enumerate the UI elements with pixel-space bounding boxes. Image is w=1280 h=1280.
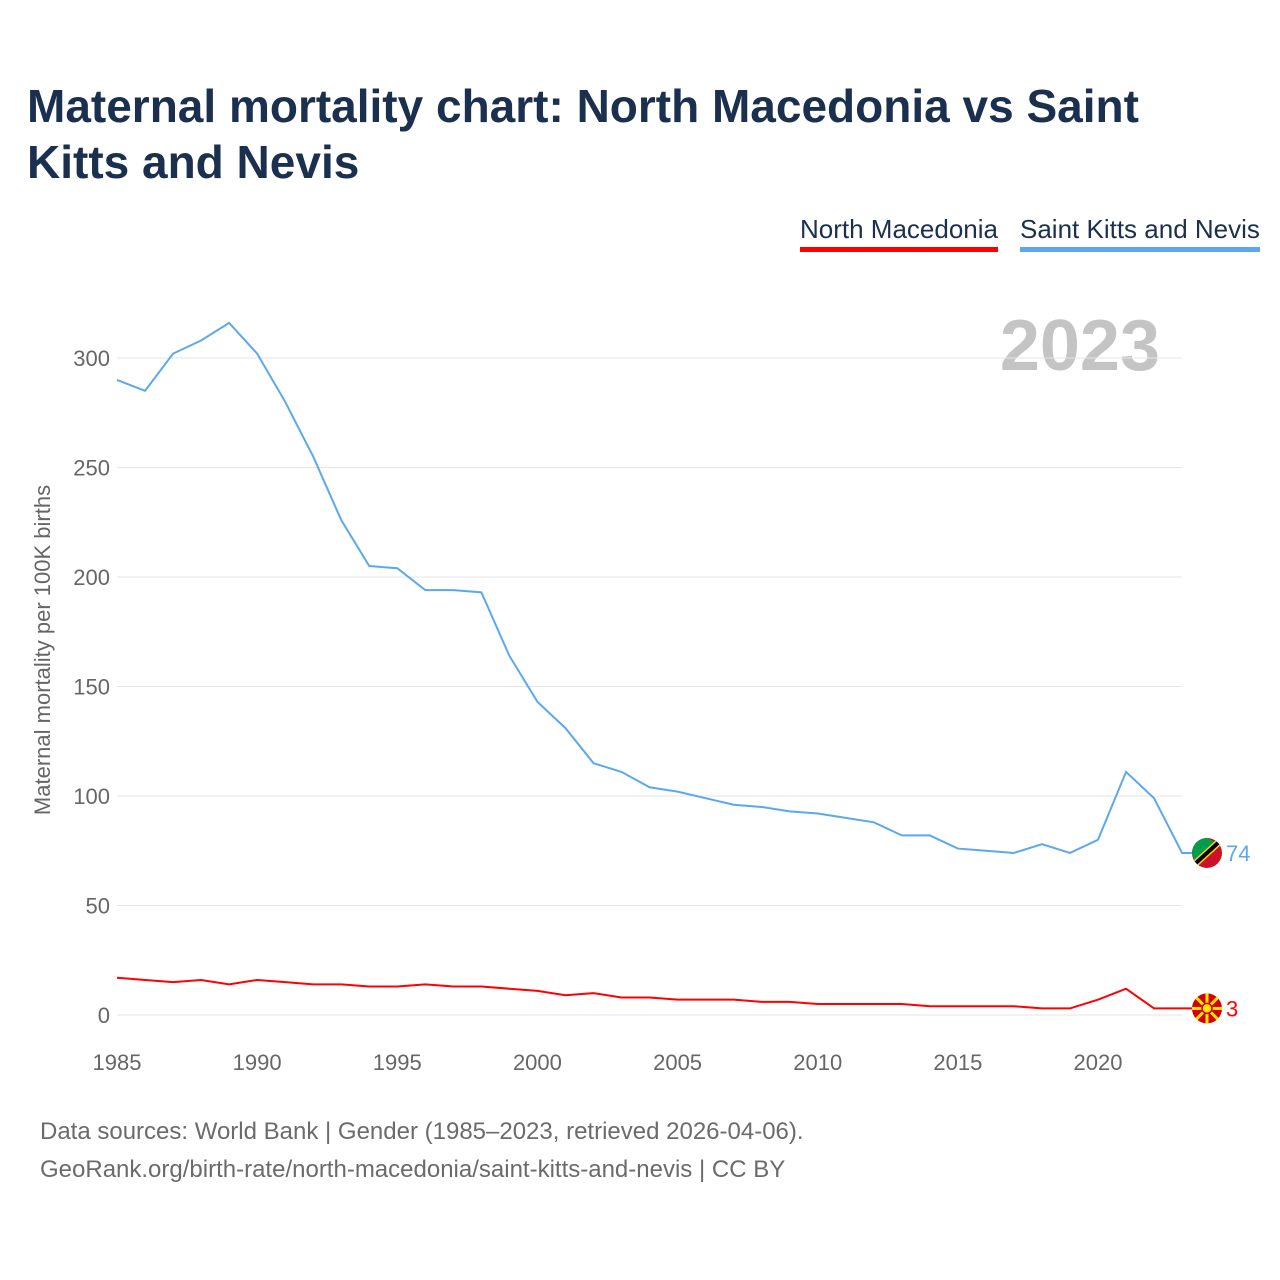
flag-icon-north-macedonia [1192, 993, 1222, 1024]
x-tick-label: 2015 [933, 1050, 982, 1075]
y-axis-label: Maternal mortality per 100K births [30, 485, 55, 815]
y-tick-label: 50 [86, 894, 110, 919]
series-line-saint-kitts-and-nevis [116, 321, 1195, 855]
y-tick-label: 200 [73, 565, 110, 590]
y-tick-label: 250 [73, 456, 110, 481]
footer-link[interactable]: GeoRank.org/birth-rate/north-macedonia/s… [40, 1156, 786, 1183]
x-tick-label: 1995 [373, 1050, 422, 1075]
series-line-north-macedonia [116, 976, 1195, 1010]
y-tick-label: 100 [73, 784, 110, 809]
x-tick-label: 1985 [93, 1050, 142, 1075]
flag-sun [1201, 1002, 1213, 1015]
x-tick-label: 2010 [793, 1050, 842, 1075]
y-tick-label: 0 [98, 1003, 110, 1028]
x-tick-label: 1990 [233, 1050, 282, 1075]
x-tick-label: 2000 [513, 1050, 562, 1075]
chart-title: Maternal mortality chart: North Macedoni… [27, 80, 1139, 188]
end-value-label: 74 [1226, 841, 1250, 866]
x-tick-label: 2005 [653, 1050, 702, 1075]
flag-black-band [1194, 841, 1220, 865]
year-label: 2023 [1000, 306, 1160, 386]
legend-north-macedonia[interactable]: North Macedonia [800, 214, 998, 252]
footer-sources: Data sources: World Bank | Gender (1985–… [40, 1118, 804, 1145]
legend-saint-kitts-and-nevis[interactable]: Saint Kitts and Nevis [1020, 214, 1260, 252]
y-tick-label: 150 [73, 675, 110, 700]
y-tick-label: 300 [73, 346, 110, 371]
end-value-label: 3 [1226, 996, 1238, 1021]
x-tick-label: 2020 [1074, 1050, 1123, 1075]
flag-icon-saint-kitts-and-nevis [1192, 837, 1222, 868]
